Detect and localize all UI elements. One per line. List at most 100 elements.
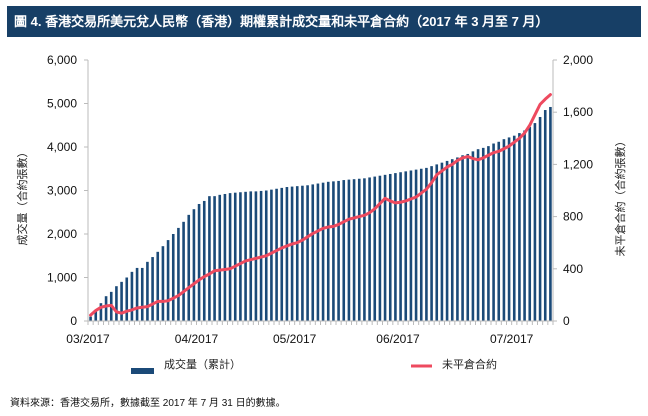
volume-bar (120, 281, 123, 321)
volume-bar (156, 251, 160, 321)
volume-bar (487, 146, 490, 321)
volume-bar (228, 193, 232, 321)
volume-bar (445, 160, 449, 321)
volume-bar (430, 166, 433, 321)
volume-bar (512, 135, 516, 321)
right-axis-ticks: 0 400 800 1,200 1,600 2,000 (553, 53, 593, 328)
left-tick-label: 6,000 (47, 53, 77, 67)
x-axis-ticks (87, 321, 554, 325)
volume-bar (342, 180, 346, 321)
volume-bar (197, 203, 201, 321)
volume-bar (192, 209, 196, 321)
volume-bar (89, 316, 92, 321)
right-axis-title: 未平倉合約（合約張數） (613, 136, 627, 257)
x-tick-label: 06/2017 (376, 332, 420, 346)
x-tick-label: 05/2017 (273, 332, 317, 346)
volume-bar (171, 234, 175, 321)
left-axis-title: 成交量（合約張數） (15, 147, 29, 246)
x-tick-label: 04/2017 (175, 332, 219, 346)
volume-bar (409, 170, 413, 321)
volume-bar (233, 192, 237, 321)
volume-bar (249, 191, 253, 321)
volume-bar (466, 153, 470, 321)
volume-bar (471, 151, 475, 321)
volume-bar (285, 187, 289, 321)
volume-bar (161, 246, 165, 321)
volume-bar (306, 185, 309, 321)
volume-bar (352, 179, 356, 321)
volume-bar (125, 277, 129, 321)
left-tick-label: 4,000 (47, 140, 77, 154)
volume-bar (146, 261, 149, 321)
volume-bar (295, 186, 299, 321)
volume-bar (275, 188, 278, 321)
volume-bars (89, 106, 552, 322)
volume-bar (378, 175, 382, 321)
volume-bar (130, 271, 134, 321)
volume-bar (414, 169, 418, 321)
volume-bar (213, 196, 216, 321)
x-tick-label: 07/2017 (490, 332, 534, 346)
volume-bar (497, 141, 501, 321)
volume-bar (543, 110, 547, 321)
volume-bar (461, 155, 464, 321)
left-tick-label: 2,000 (47, 227, 77, 241)
volume-bar (549, 106, 552, 321)
volume-bar (440, 162, 444, 321)
volume-bar (177, 227, 180, 321)
volume-bar (301, 185, 304, 321)
volume-bar (523, 130, 526, 321)
volume-bar (533, 123, 537, 321)
volume-bar (394, 173, 397, 321)
volume-bar (502, 139, 506, 321)
volume-bar (435, 164, 439, 321)
volume-bar (368, 177, 371, 321)
left-tick-label: 0 (70, 314, 77, 328)
volume-bar (270, 189, 273, 321)
legend-volume-label: 成交量（累計） (164, 359, 241, 371)
right-tick-label: 800 (563, 210, 583, 224)
volume-bar (388, 173, 392, 321)
volume-bar (311, 184, 315, 321)
volume-bar (187, 214, 191, 321)
right-tick-label: 400 (563, 262, 583, 276)
volume-bar (135, 267, 139, 321)
volume-bar (337, 180, 340, 321)
volume-bar (223, 193, 227, 321)
volume-bar (538, 116, 542, 322)
volume-bar (507, 137, 511, 321)
volume-bar (404, 171, 408, 321)
open-interest-line (89, 93, 552, 317)
left-tick-label: 3,000 (47, 184, 77, 198)
volume-bar (239, 192, 242, 321)
chart-title: 圖 4. 香港交易所美元兌人民幣（香港）期權累計成交量和未平倉合約（2017 年… (7, 6, 641, 37)
volume-bar (332, 181, 335, 321)
x-tick-label: 03/2017 (66, 332, 110, 346)
volume-bar (316, 183, 320, 321)
right-tick-label: 1,600 (563, 105, 593, 119)
volume-bar (425, 167, 428, 321)
volume-bar (326, 181, 330, 321)
volume-bar (347, 179, 351, 322)
volume-bar (456, 157, 459, 321)
volume-bar (166, 240, 170, 321)
volume-bar (99, 303, 103, 321)
left-tick-label: 1,000 (47, 271, 77, 285)
volume-bar (357, 178, 361, 321)
legend-oi-label: 未平倉合約 (442, 359, 497, 371)
right-tick-label: 2,000 (563, 53, 593, 67)
volume-bar (280, 187, 284, 321)
right-tick-label: 0 (563, 314, 570, 328)
volume-bar (208, 196, 211, 321)
volume-bar (363, 178, 366, 321)
volume-bar (104, 296, 108, 321)
volume-bar (290, 186, 294, 321)
volume-bar (321, 182, 325, 321)
volume-bar (419, 168, 423, 321)
volume-bar (202, 200, 206, 321)
volume-bar (218, 194, 222, 321)
volume-bar (115, 286, 118, 321)
volume-bar (528, 126, 532, 322)
volume-bar (518, 133, 521, 321)
